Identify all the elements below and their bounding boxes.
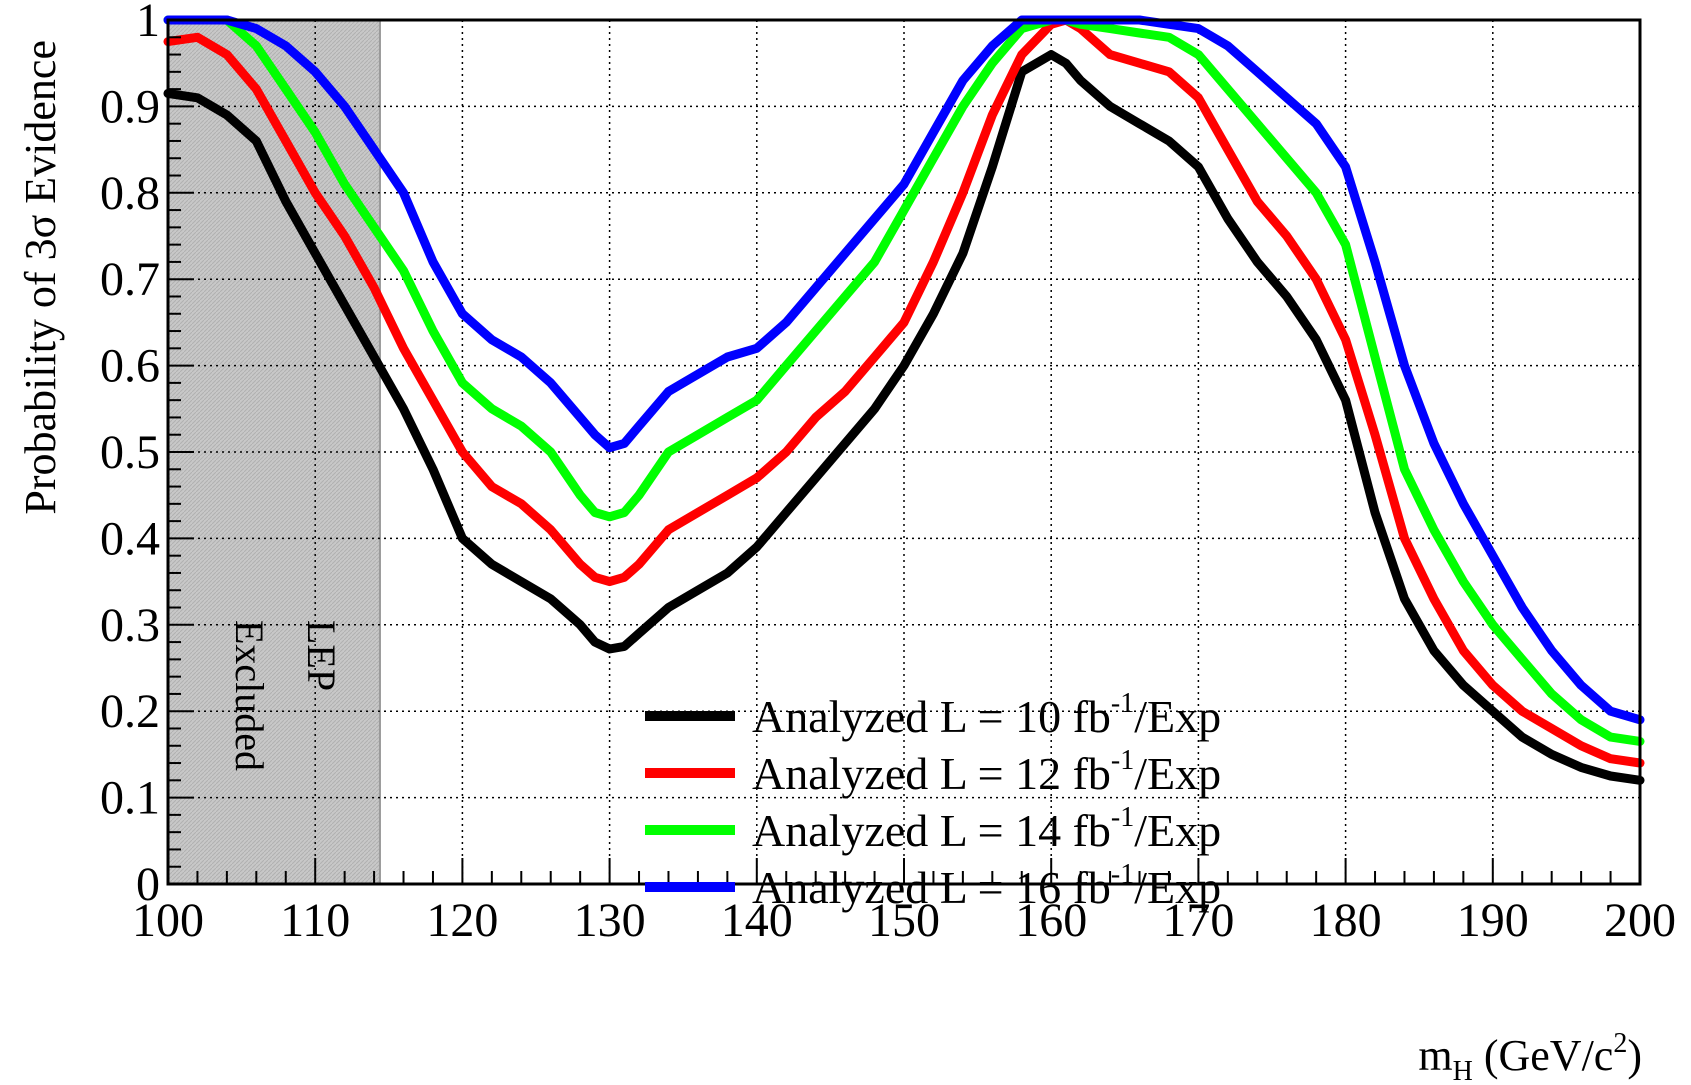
x-axis-title-subscript: H	[1453, 1056, 1473, 1085]
series-line-2	[163, 15, 1645, 768]
x-axis-title-unit-close: )	[1627, 1031, 1642, 1080]
x-tick-label: 130	[574, 894, 646, 947]
y-tick-label: 0.6	[100, 340, 160, 393]
y-tick-label: 0.9	[100, 80, 160, 133]
legend-label-sup: -1	[1111, 688, 1134, 719]
x-tick-label: 150	[868, 894, 940, 947]
y-tick-label: 0.3	[100, 599, 160, 652]
x-tick-label: 200	[1604, 894, 1676, 947]
legend-label-suffix: /Exp	[1134, 691, 1221, 742]
legend-label-main: Analyzed L = 12 fb	[752, 748, 1111, 799]
legend-label-1: Analyzed L = 10 fb-1/Exp	[752, 688, 1221, 742]
excluded-label-line1: LEP	[299, 620, 344, 691]
legend-label-suffix: /Exp	[1134, 805, 1221, 856]
series-line-1	[163, 50, 1645, 785]
y-axis-title: Probability of 3σ Evidence	[16, 40, 65, 515]
y-tick-label: 1	[136, 0, 160, 47]
legend-label-3: Analyzed L = 14 fb-1/Exp	[752, 802, 1221, 856]
x-tick-label: 180	[1310, 894, 1382, 947]
x-tick-label: 190	[1457, 894, 1529, 947]
x-tick-label: 120	[426, 894, 498, 947]
series-layer	[163, 15, 1645, 785]
y-tick-label: 0.5	[100, 426, 160, 479]
x-axis-title-unit-sup: 2	[1613, 1028, 1627, 1059]
axes-frame	[166, 18, 1642, 886]
legend-label-suffix: /Exp	[1134, 748, 1221, 799]
x-tick-label: 140	[721, 894, 793, 947]
y-tick-label: 0.8	[100, 167, 160, 220]
y-tick-label: 0.1	[100, 772, 160, 825]
tick-labels: 100 110 120 130 140 150 160 170 180 190 200 0 0.1 0.2…	[100, 0, 1676, 947]
legend-label-sup: -1	[1111, 745, 1134, 776]
legend-label-2: Analyzed L = 12 fb-1/Exp	[752, 745, 1221, 799]
x-axis-title-symbol: m	[1418, 1031, 1452, 1080]
series-line-3	[163, 15, 1645, 746]
x-tick-label: 160	[1015, 894, 1087, 947]
series-line-4	[163, 15, 1645, 725]
y-tick-label: 0.7	[100, 253, 160, 306]
legend-label-4: Analyzed L = 16 fb-1/Exp	[752, 859, 1221, 913]
legend-label-sup: -1	[1111, 859, 1134, 890]
x-tick-label: 170	[1162, 894, 1234, 947]
legend-label-main: Analyzed L = 10 fb	[752, 691, 1111, 742]
x-axis-title-unit: (GeV/c	[1473, 1031, 1614, 1080]
excluded-label-line2: Excluded	[227, 620, 272, 771]
y-tick-label: 0.4	[100, 512, 160, 565]
legend-label-main: Analyzed L = 16 fb	[752, 862, 1111, 913]
x-axis-title: mH (GeV/c2)	[1418, 1028, 1642, 1085]
legend-label-sup: -1	[1111, 802, 1134, 833]
y-tick-label: 0	[136, 858, 160, 911]
excluded-region	[168, 20, 380, 884]
legend-label-suffix: /Exp	[1134, 862, 1221, 913]
excluded-region-layer: LEP Excluded	[168, 20, 381, 884]
legend-label-main: Analyzed L = 14 fb	[752, 805, 1111, 856]
x-tick-label: 110	[280, 894, 350, 947]
y-tick-label: 0.2	[100, 685, 160, 738]
x-tick-label: 100	[132, 894, 204, 947]
